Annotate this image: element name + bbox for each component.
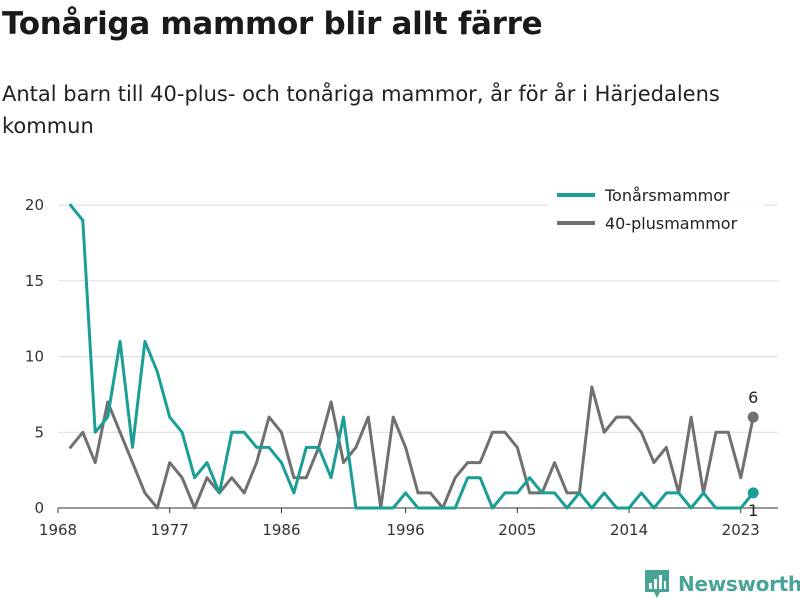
end-point-marker bbox=[747, 411, 759, 423]
x-tick-label: 2005 bbox=[498, 521, 536, 539]
legend-label: 40-plusmammor bbox=[605, 214, 738, 233]
y-tick-label: 0 bbox=[34, 499, 44, 517]
legend: Tonårsmammor 40-plusmammor bbox=[548, 180, 764, 238]
legend-label: Tonårsmammor bbox=[604, 186, 730, 205]
x-tick-label: 1977 bbox=[151, 521, 189, 539]
series-line-40-plusmammor bbox=[68, 385, 755, 510]
y-tick-label: 5 bbox=[34, 423, 44, 441]
chart-title: Tonåriga mammor blir allt färre bbox=[2, 6, 543, 42]
end-point-marker bbox=[747, 487, 759, 499]
y-tick-label: 20 bbox=[25, 196, 44, 214]
legend-background bbox=[548, 180, 764, 238]
chart-subtitle: Antal barn till 40-plus- och tonåriga ma… bbox=[2, 82, 720, 138]
x-tick-label: 2014 bbox=[610, 521, 648, 539]
y-tick-label: 10 bbox=[25, 348, 44, 366]
x-axis: 1968 1977 1986 1996 2005 2014 2023 bbox=[39, 507, 778, 539]
brand-name: Newsworthy bbox=[678, 572, 800, 596]
x-tick-label: 2023 bbox=[722, 521, 760, 539]
x-tick-label: 1996 bbox=[386, 521, 424, 539]
end-value-label: 1 bbox=[748, 501, 758, 520]
y-tick-label: 15 bbox=[25, 272, 44, 290]
series-line-tonarsmammor bbox=[68, 203, 755, 510]
x-tick-label: 1986 bbox=[262, 521, 300, 539]
end-markers: 16 bbox=[747, 388, 759, 520]
x-tick-label: 1968 bbox=[39, 521, 77, 539]
series-lines bbox=[68, 203, 755, 510]
end-value-label: 6 bbox=[748, 388, 758, 407]
brand-logo: Newsworthy bbox=[644, 569, 800, 599]
newsworthy-logo-icon bbox=[645, 570, 669, 598]
y-axis: 0 5 10 15 20 bbox=[25, 196, 44, 517]
